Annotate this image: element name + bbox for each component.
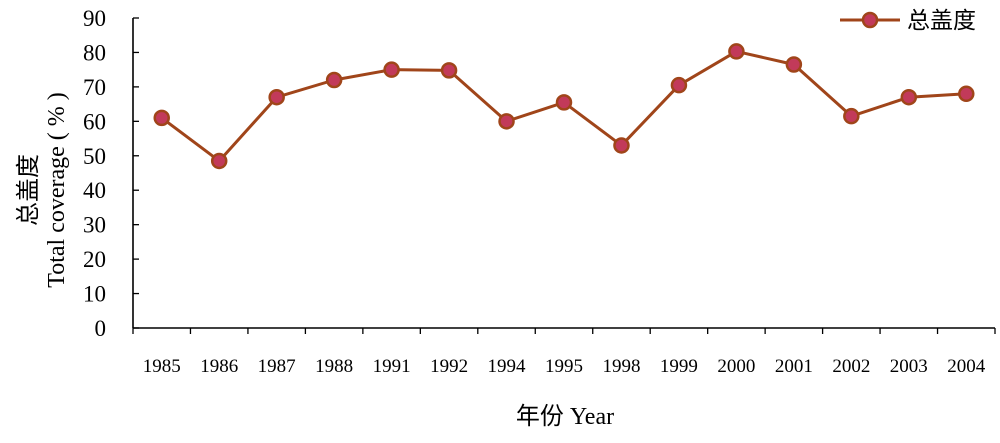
data-point [613,137,630,154]
y-axis-ticks: 0 10 20 30 40 50 60 70 80 90 [83,6,139,341]
data-point [498,113,515,130]
data-point [958,85,975,103]
y-axis-title-cn: 总盖度 [15,154,42,226]
y-axis-title-en: Total coverage ( % ) [44,92,70,288]
data-point [383,61,400,78]
x-tick-label: 1985 [143,356,181,377]
y-tick-label: 50 [83,144,106,169]
x-tick-label: 1987 [258,356,296,377]
y-tick-label: 30 [83,213,106,238]
y-tick-label: 80 [83,40,106,65]
x-tick-label: 1998 [602,356,640,377]
x-tick-label: 1995 [545,356,583,377]
y-axis-title: 总盖度 Total coverage ( % ) [15,92,70,288]
y-tick-label: 70 [83,75,106,100]
data-point [555,94,573,111]
x-axis-ticks: 1985 1986 1987 1988 1991 1992 1994 1995 1998 1999… [132,328,996,377]
y-tick-label: 60 [83,109,106,134]
series-layer [153,43,975,170]
data-point [325,71,343,89]
legend-marker [861,11,879,29]
x-tick-label: 1991 [373,356,411,377]
data-point [900,88,918,106]
data-point [440,62,458,79]
legend: 总盖度 [840,8,976,33]
x-tick-label: 1994 [488,356,527,377]
x-tick-label: 2000 [717,356,755,377]
data-point [670,76,688,94]
y-tick-label: 90 [83,6,106,31]
y-tick-label: 0 [95,316,107,341]
x-tick-label: 2001 [775,356,813,377]
y-tick-label: 10 [83,282,106,307]
x-tick-label: 1988 [315,356,353,377]
data-point [153,109,170,127]
x-tick-label: 1986 [200,356,238,377]
x-tick-label: 2002 [832,356,870,377]
x-tick-label: 1999 [660,356,698,377]
x-axis-title: 年份 Year [516,403,614,430]
axes [132,18,995,329]
x-tick-label: 2003 [890,356,928,377]
y-tick-label: 40 [83,178,106,203]
data-point [210,152,228,170]
x-tick-label: 2004 [947,356,986,377]
legend-label: 总盖度 [907,8,976,33]
data-point [268,88,285,106]
data-point [728,43,745,60]
y-tick-label: 20 [83,247,106,272]
x-tick-label: 1992 [430,356,468,377]
data-point [843,107,860,125]
data-point [785,56,803,73]
